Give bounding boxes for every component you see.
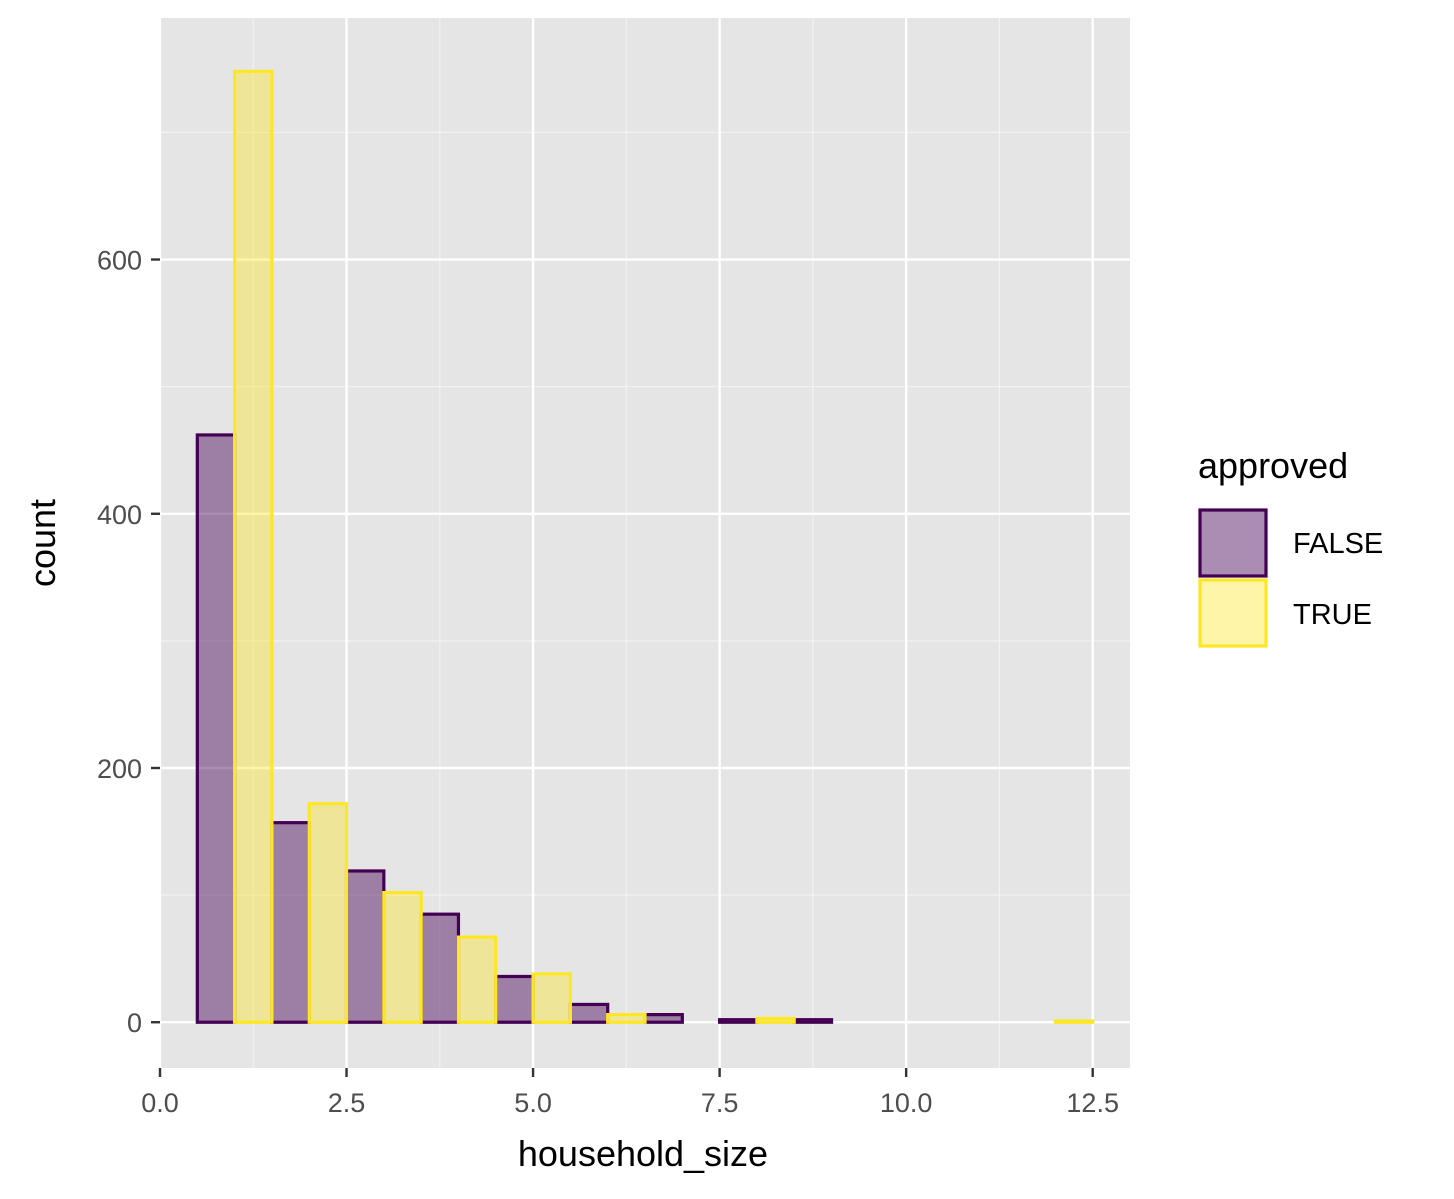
x-tick-label: 0.0 <box>141 1088 179 1118</box>
legend-title: approved <box>1198 445 1348 486</box>
legend-key-true <box>1198 578 1268 648</box>
bar-true-2 <box>307 801 349 1024</box>
y-tick-label: 200 <box>97 754 142 784</box>
x-tick-label: 2.5 <box>328 1088 366 1118</box>
bar-true-3 <box>382 890 423 1024</box>
plot-panel <box>160 18 1130 1068</box>
bar-true-4 <box>456 935 498 1024</box>
bar-true-1 <box>233 69 274 1024</box>
y-axis: 0 200 400 600 <box>97 246 160 1038</box>
bars <box>195 69 1095 1024</box>
bar-false-2 <box>270 821 311 1024</box>
bar-false-5 <box>494 974 535 1024</box>
bar-false-8 <box>718 1018 759 1024</box>
legend-key-false <box>1198 508 1268 578</box>
minor-gridlines <box>160 18 1130 1068</box>
y-tick-label: 600 <box>97 246 142 276</box>
x-tick-label: 12.5 <box>1066 1088 1119 1118</box>
x-tick-label: 7.5 <box>701 1088 739 1118</box>
x-tick-label: 10.0 <box>880 1088 933 1118</box>
bar-true-8 <box>755 1016 796 1024</box>
x-axis-title: household_size <box>518 1133 768 1174</box>
bar-false-6 <box>568 1002 610 1024</box>
bar-false-4 <box>419 912 461 1024</box>
bar-true-6 <box>606 1013 647 1024</box>
bar-false-7 <box>643 1013 684 1024</box>
bar-false-3 <box>344 869 386 1024</box>
y-tick-label: 0 <box>127 1008 142 1038</box>
bar-true-5 <box>531 972 572 1024</box>
legend-label-true: TRUE <box>1293 599 1372 631</box>
y-axis-title: count <box>22 499 63 587</box>
x-tick-label: 5.0 <box>514 1088 552 1118</box>
legend: approved FALSE TRUE <box>1198 445 1383 648</box>
y-tick-label: 400 <box>97 500 142 530</box>
x-axis: 0.0 2.5 5.0 7.5 10.0 12.5 <box>141 1068 1119 1118</box>
bar-false-9 <box>792 1018 834 1024</box>
legend-label-false: FALSE <box>1293 528 1383 560</box>
bar-true-12 <box>1053 1019 1095 1024</box>
bar-false-1 <box>195 433 237 1024</box>
